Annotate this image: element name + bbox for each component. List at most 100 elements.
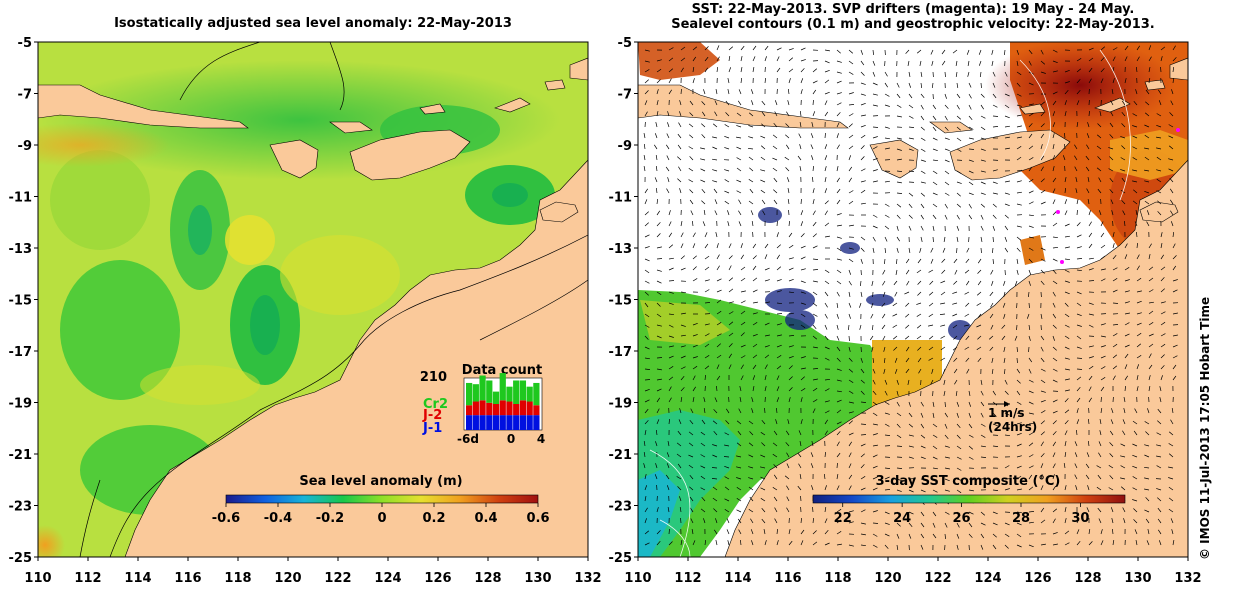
velocity-arrow	[920, 434, 926, 439]
inset-bar-j-2	[506, 401, 513, 416]
velocity-arrow	[1168, 168, 1174, 172]
inset-bar-j-2	[472, 401, 479, 416]
velocity-arrow	[752, 45, 757, 51]
velocity-arrow	[752, 243, 757, 249]
velocity-arrow	[1096, 486, 1102, 491]
velocity-arrow	[750, 210, 754, 216]
velocity-arrow	[860, 280, 862, 287]
velocity-arrow	[1134, 529, 1138, 535]
right-map-title-line2: Sealevel contours (0.1 m) and geostrophi…	[671, 17, 1155, 32]
velocity-arrow	[1156, 147, 1162, 150]
velocity-arrow	[752, 386, 755, 392]
sst-y-tick-label: -15	[609, 294, 633, 309]
velocity-arrow	[1016, 412, 1022, 415]
velocity-arrow	[760, 466, 766, 469]
velocity-arrow	[1040, 144, 1043, 150]
velocity-arrow	[824, 529, 829, 535]
velocity-arrow	[908, 115, 914, 119]
velocity-arrow	[812, 335, 818, 340]
velocity-arrow	[871, 346, 874, 352]
velocity-arrow	[1136, 364, 1140, 370]
velocity-arrow	[968, 203, 972, 209]
velocity-arrow	[1040, 519, 1046, 524]
velocity-arrow	[1112, 78, 1115, 84]
velocity-arrow	[701, 134, 706, 139]
velocity-arrow	[1028, 442, 1034, 447]
velocity-arrow	[712, 180, 718, 183]
velocity-arrow	[1158, 529, 1162, 535]
velocity-arrow	[928, 302, 934, 307]
velocity-arrow	[1040, 166, 1044, 172]
inset-bar-cr2	[499, 373, 506, 401]
velocity-arrow	[1086, 507, 1090, 513]
velocity-arrow	[882, 291, 886, 297]
velocity-arrow	[836, 247, 842, 251]
velocity-arrow	[848, 177, 852, 183]
velocity-arrow	[704, 243, 709, 249]
velocity-arrow	[1052, 211, 1057, 216]
velocity-arrow	[750, 518, 754, 524]
velocity-arrow	[918, 368, 922, 374]
velocity-arrow	[668, 221, 672, 227]
velocity-arrow	[977, 258, 982, 264]
velocity-arrow	[824, 542, 830, 546]
velocity-arrow	[668, 324, 674, 328]
velocity-arrow	[920, 445, 926, 449]
velocity-arrow	[1148, 78, 1151, 84]
velocity-arrow	[1028, 280, 1031, 286]
velocity-arrow	[953, 280, 958, 285]
velocity-arrow	[1109, 122, 1114, 128]
velocity-arrow	[776, 365, 782, 370]
velocity-arrow	[773, 474, 778, 480]
velocity-arrow	[764, 56, 767, 62]
velocity-arrow	[836, 213, 842, 216]
velocity-arrow	[944, 181, 950, 186]
velocity-arrow	[944, 489, 950, 492]
velocity-arrow	[943, 236, 946, 242]
velocity-arrow	[736, 455, 742, 458]
velocity-arrow	[941, 60, 946, 66]
inset-bar-cr2	[486, 380, 493, 403]
velocity-arrow	[716, 67, 719, 73]
velocity-arrow	[882, 280, 886, 286]
velocity-arrow	[716, 254, 720, 260]
velocity-arrow	[1086, 452, 1090, 458]
velocity-arrow	[932, 423, 938, 428]
velocity-arrow	[884, 104, 890, 107]
velocity-arrow	[1028, 190, 1034, 194]
velocity-arrow	[1040, 123, 1045, 128]
velocity-arrow	[992, 445, 999, 447]
velocity-arrow	[884, 390, 888, 396]
inset-bar-cr2	[519, 380, 527, 401]
velocity-arrow	[812, 188, 815, 194]
velocity-arrow	[1087, 440, 1090, 447]
velocity-arrow	[1172, 334, 1178, 337]
velocity-arrow	[1064, 187, 1066, 194]
velocity-arrow	[1052, 357, 1058, 362]
velocity-arrow	[644, 60, 650, 63]
velocity-arrow	[980, 192, 986, 195]
velocity-arrow	[736, 112, 742, 117]
velocity-arrow	[1086, 133, 1090, 139]
velocity-arrow	[872, 225, 878, 229]
velocity-arrow	[860, 134, 866, 139]
velocity-arrow	[1016, 114, 1022, 117]
velocity-arrow	[1112, 254, 1117, 260]
velocity-arrow	[1004, 93, 1010, 97]
sst-colorbar-tick-label: 30	[1071, 511, 1089, 526]
velocity-arrow	[1064, 81, 1070, 84]
velocity-arrow	[1075, 188, 1078, 194]
velocity-arrow	[702, 221, 706, 227]
velocity-arrow	[896, 115, 902, 118]
velocity-arrow	[726, 408, 730, 414]
velocity-arrow	[1144, 112, 1150, 117]
velocity-arrow	[716, 310, 722, 315]
velocity-arrow	[786, 485, 790, 491]
velocity-arrow	[689, 156, 694, 161]
velocity-arrow	[932, 401, 935, 407]
velocity-arrow	[668, 376, 674, 381]
velocity-arrow	[860, 476, 866, 480]
velocity-arrow	[905, 357, 910, 363]
velocity-arrow	[1016, 125, 1022, 128]
velocity-arrow	[740, 344, 746, 348]
